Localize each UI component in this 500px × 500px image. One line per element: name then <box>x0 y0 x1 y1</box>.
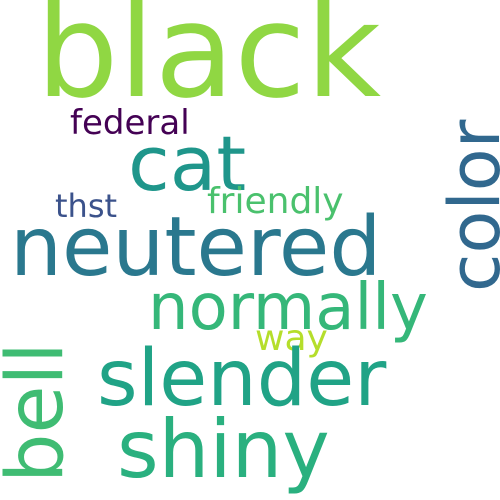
word-cat: cat <box>128 119 247 208</box>
word-black: black <box>36 0 382 127</box>
word-friendly: friendly <box>207 181 344 222</box>
word-federal: federal <box>70 103 190 143</box>
word-slender: slender <box>97 334 387 424</box>
word-bell: bell <box>0 342 81 483</box>
word-normally: normally <box>148 271 428 345</box>
word-color: color <box>434 119 500 292</box>
word-shiny: shiny <box>117 403 330 496</box>
word-neutered: neutered <box>10 200 382 295</box>
word-thst: thst <box>55 187 118 225</box>
word-way: way <box>255 318 328 359</box>
